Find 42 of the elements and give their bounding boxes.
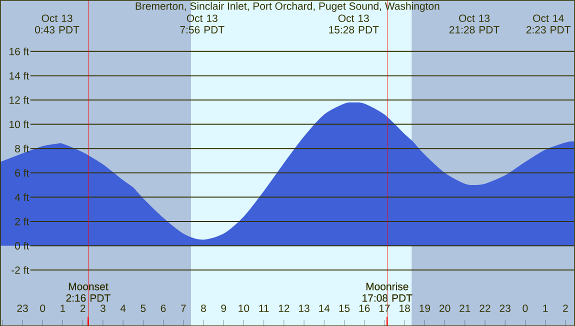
y-tick-label: 14 ft <box>10 72 30 80</box>
y-tick-label: -2 ft <box>12 266 30 274</box>
y-tick-label: 4 ft <box>14 193 30 201</box>
x-tick-label: 10 <box>238 304 250 312</box>
x2-tick-label: Oct 13 0:43 PDT <box>35 14 80 34</box>
x-tick-label: 2 <box>80 304 86 312</box>
x-tick-label: 7 <box>181 304 186 312</box>
y-tick-label: 0 ft <box>14 242 30 250</box>
x-tick-label: 0 <box>522 304 528 312</box>
x2-tick-label: Oct 13 15:28 PDT <box>329 14 379 34</box>
x2-tick-label: Oct 14 2:23 PDT <box>526 14 571 34</box>
x-tick-label: 9 <box>221 304 226 312</box>
x-tick-label: 8 <box>201 304 206 312</box>
x-tick-label: 16 <box>359 304 370 312</box>
x-tick-label: 12 <box>278 304 290 312</box>
x-tick-label: 1 <box>543 304 548 312</box>
x-tick-label: 13 <box>299 304 310 312</box>
x-tick-label: 15 <box>339 304 350 312</box>
x-tick-label: 22 <box>480 304 490 312</box>
x-tick-label: 21 <box>460 304 470 312</box>
x-tick-label: 6 <box>160 304 166 312</box>
x-tick-label: 20 <box>440 304 450 312</box>
x-tick-label: 3 <box>100 304 106 312</box>
x-tick-label: 23 <box>500 304 510 312</box>
y-tick-label: 12 ft <box>10 96 30 104</box>
x2-tick-label: Oct 13 21:28 PDT <box>449 14 500 34</box>
y-tick-label: 16 ft <box>10 47 30 56</box>
x-tick-label: 23 <box>17 304 28 312</box>
x-tick-label: 4 <box>120 304 126 312</box>
x-tick-label: 0 <box>40 304 46 312</box>
y-tick-label: 8 ft <box>15 144 30 152</box>
y-tick-label: 6 ft <box>15 168 30 176</box>
x-tick-label: 1 <box>60 304 66 312</box>
x-tick-label: 11 <box>259 304 269 312</box>
y-tick-label: 2 ft <box>15 217 30 226</box>
x-tick-label: 5 <box>140 304 146 312</box>
x-tick-label: 18 <box>400 304 410 312</box>
x2-tick-label: Oct 13 7:56 PDT <box>180 14 224 34</box>
y-tick-label: 10 ft <box>10 120 30 128</box>
x-tick-label: 19 <box>420 304 430 312</box>
x-tick-label: 14 <box>319 304 330 312</box>
x-tick-label: 2 <box>563 304 568 312</box>
